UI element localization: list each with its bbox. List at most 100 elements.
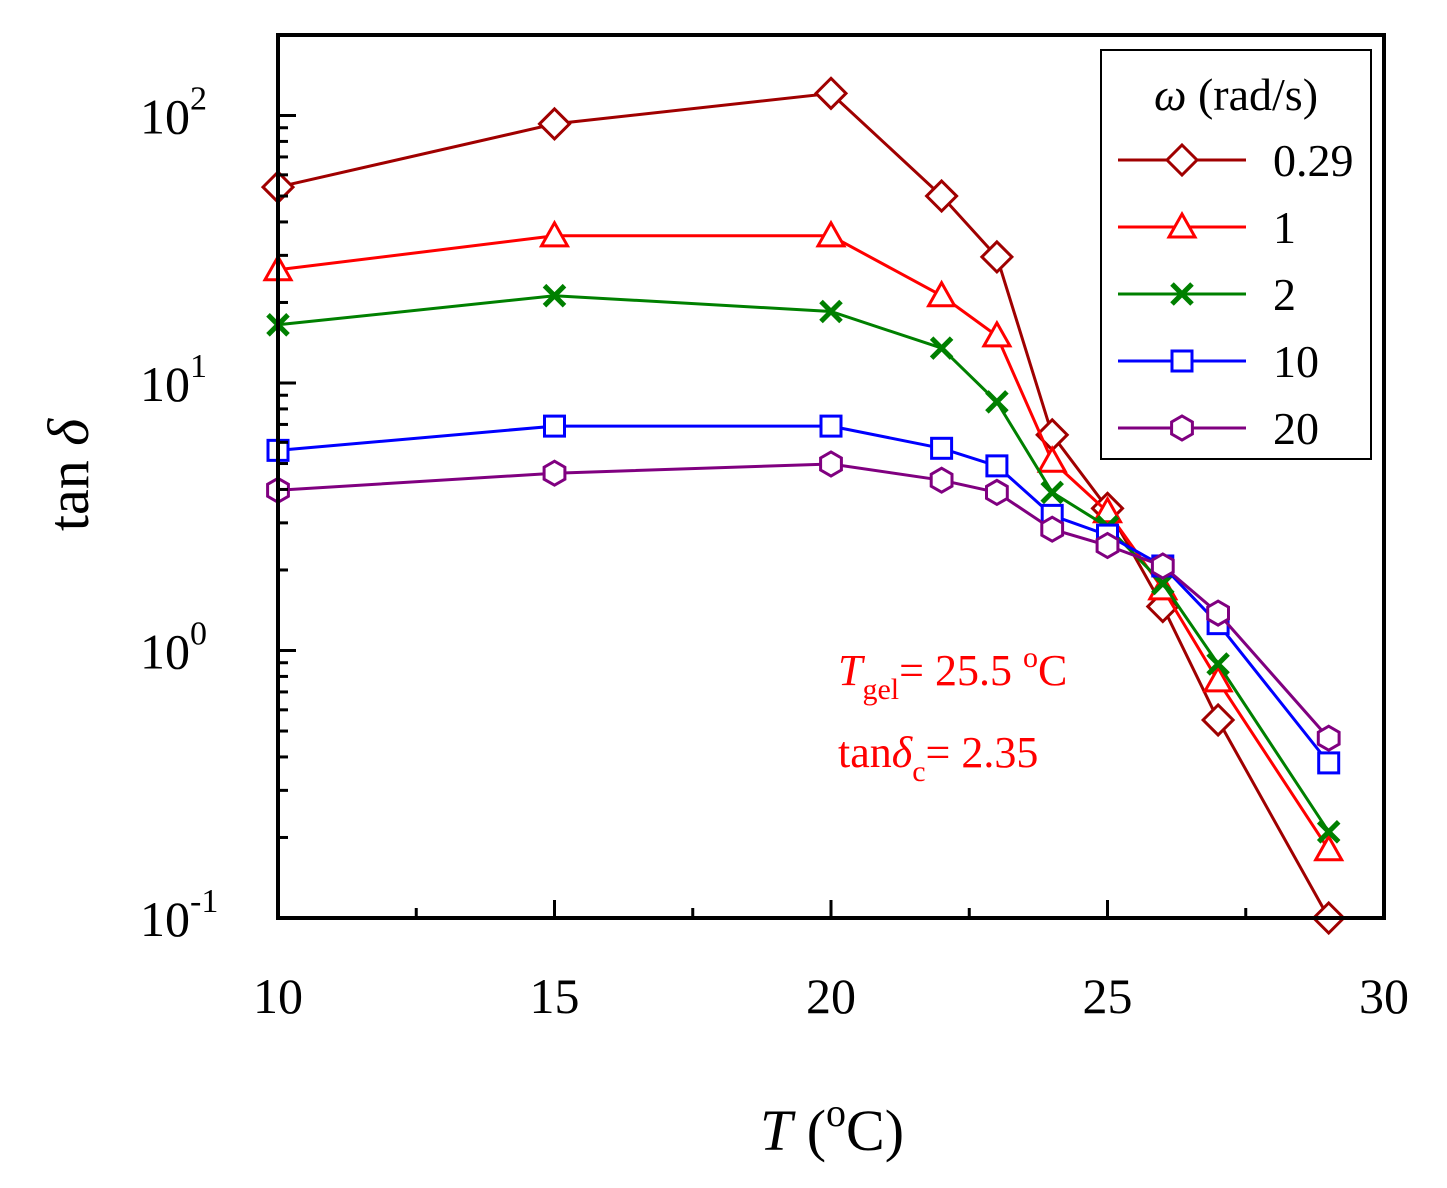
series-20 bbox=[266, 450, 1341, 752]
x-tick-label: 20 bbox=[806, 968, 856, 1024]
hexagon-marker bbox=[542, 459, 567, 487]
annotation-tgel-value: = 25.5 bbox=[899, 646, 1023, 695]
y-axis-label-text: tan bbox=[36, 446, 101, 531]
x-axis-label-open: ( bbox=[792, 1098, 826, 1163]
legend-label: 20 bbox=[1273, 403, 1319, 454]
y-tick-base: 10 bbox=[140, 356, 190, 412]
legend-label: 1 bbox=[1273, 202, 1296, 253]
series-line bbox=[277, 234, 1330, 851]
y-axis-label-symbol: δ bbox=[36, 418, 101, 446]
y-tick-base: 10 bbox=[140, 89, 190, 145]
legend-items: 0.29 1 2 10 20 bbox=[1118, 135, 1354, 454]
legend-item: 2 bbox=[1118, 269, 1296, 320]
square-marker bbox=[819, 414, 843, 438]
square-marker bbox=[543, 414, 566, 438]
y-tick-label: 100 bbox=[140, 616, 207, 680]
y-tick-exp: -1 bbox=[190, 883, 218, 920]
triangle-marker bbox=[1202, 664, 1234, 693]
x-marker bbox=[1206, 652, 1230, 676]
legend-item: 10 bbox=[1118, 336, 1319, 387]
x-marker bbox=[985, 390, 1009, 414]
diamond-marker bbox=[924, 178, 959, 214]
legend-box bbox=[1100, 49, 1372, 460]
x-tick-label: 30 bbox=[1359, 968, 1409, 1024]
hexagon-marker bbox=[1095, 531, 1120, 560]
annotation-tand-sub: c bbox=[912, 755, 925, 788]
annotation-tgel-var: T bbox=[838, 646, 866, 695]
series-line bbox=[277, 91, 1331, 919]
annotation-tand-value: = 2.35 bbox=[926, 728, 1039, 777]
legend-title-unit: (rad/s) bbox=[1186, 69, 1318, 120]
annotation-tgel-sup: o bbox=[1023, 641, 1038, 674]
x-axis-label: T (oC) bbox=[760, 1090, 904, 1163]
annotation-tgel-unit: C bbox=[1038, 646, 1067, 695]
x-axis-label-sup: o bbox=[826, 1090, 846, 1135]
series-0.29 bbox=[260, 76, 1346, 936]
x-marker bbox=[1316, 820, 1341, 844]
legend-item: 20 bbox=[1118, 403, 1319, 454]
diamond-marker bbox=[813, 76, 849, 111]
triangle-marker bbox=[538, 219, 571, 248]
legend-item: 0.29 bbox=[1118, 135, 1354, 186]
legend-title: ω (rad/s) bbox=[1154, 69, 1318, 120]
series-line bbox=[277, 462, 1330, 740]
x-marker bbox=[929, 336, 954, 360]
series-10 bbox=[266, 414, 1341, 775]
series-line bbox=[277, 294, 1330, 833]
triangle-marker bbox=[1036, 445, 1068, 473]
annotation-tgel-sub: gel bbox=[862, 673, 899, 706]
legend-item: 1 bbox=[1118, 202, 1296, 253]
annotation-tand-symbol: δ bbox=[892, 728, 914, 777]
x-marker bbox=[1170, 282, 1194, 306]
y-tick-exp: 1 bbox=[190, 348, 207, 385]
y-axis-label: tan δ bbox=[36, 418, 101, 531]
annotation-tgel: Tgel= 25.5 oC bbox=[838, 641, 1067, 706]
hexagon-marker bbox=[819, 450, 843, 478]
y-tick-exp: 0 bbox=[190, 616, 207, 653]
y-tick-exp: 2 bbox=[190, 81, 207, 118]
y-tick-base: 10 bbox=[140, 891, 190, 947]
x-tick-label: 10 bbox=[253, 968, 303, 1024]
square-marker bbox=[1170, 349, 1194, 373]
x-tick-label: 15 bbox=[530, 968, 580, 1024]
x-axis-label-close: C) bbox=[846, 1098, 904, 1163]
diamond-marker bbox=[1200, 702, 1236, 738]
triangle-marker bbox=[1091, 495, 1124, 524]
y-tick-label: 102 bbox=[140, 81, 207, 145]
legend-title-symbol: ω bbox=[1154, 69, 1186, 120]
square-marker bbox=[930, 436, 954, 460]
hexagon-marker bbox=[929, 466, 954, 494]
triangle-marker bbox=[815, 219, 847, 248]
hexagon-marker bbox=[1206, 599, 1230, 627]
plot-area bbox=[260, 76, 1346, 936]
hexagon-marker bbox=[1150, 552, 1175, 580]
triangle-marker bbox=[1313, 833, 1345, 862]
x-marker bbox=[1040, 480, 1064, 505]
x-axis-label-var: T bbox=[760, 1098, 796, 1163]
hexagon-marker bbox=[985, 478, 1009, 507]
diamond-marker bbox=[979, 239, 1015, 275]
triangle-marker bbox=[981, 319, 1013, 348]
x-marker bbox=[819, 299, 843, 324]
annotation-tand-text: tan bbox=[838, 728, 892, 777]
x-tick-label: 25 bbox=[1083, 968, 1133, 1024]
legend-label: 0.29 bbox=[1273, 135, 1354, 186]
triangle-marker bbox=[926, 279, 958, 308]
triangle-marker bbox=[1166, 210, 1198, 239]
annotation-tand: tanδc= 2.35 bbox=[838, 728, 1038, 788]
series-line bbox=[277, 424, 1330, 764]
y-tick-base: 10 bbox=[140, 624, 190, 680]
hexagon-marker bbox=[1170, 414, 1194, 442]
diamond-marker bbox=[537, 106, 572, 142]
x-marker bbox=[542, 283, 567, 308]
square-marker bbox=[1317, 751, 1341, 775]
y-tick-label: 10-1 bbox=[140, 883, 218, 947]
legend-label: 10 bbox=[1273, 336, 1319, 387]
square-marker bbox=[985, 454, 1009, 478]
hexagon-marker bbox=[1316, 724, 1341, 752]
legend-label: 2 bbox=[1273, 269, 1296, 320]
legend: ω (rad/s) 0.29 1 2 10 20 bbox=[1100, 49, 1372, 460]
diamond-marker bbox=[1164, 142, 1200, 178]
